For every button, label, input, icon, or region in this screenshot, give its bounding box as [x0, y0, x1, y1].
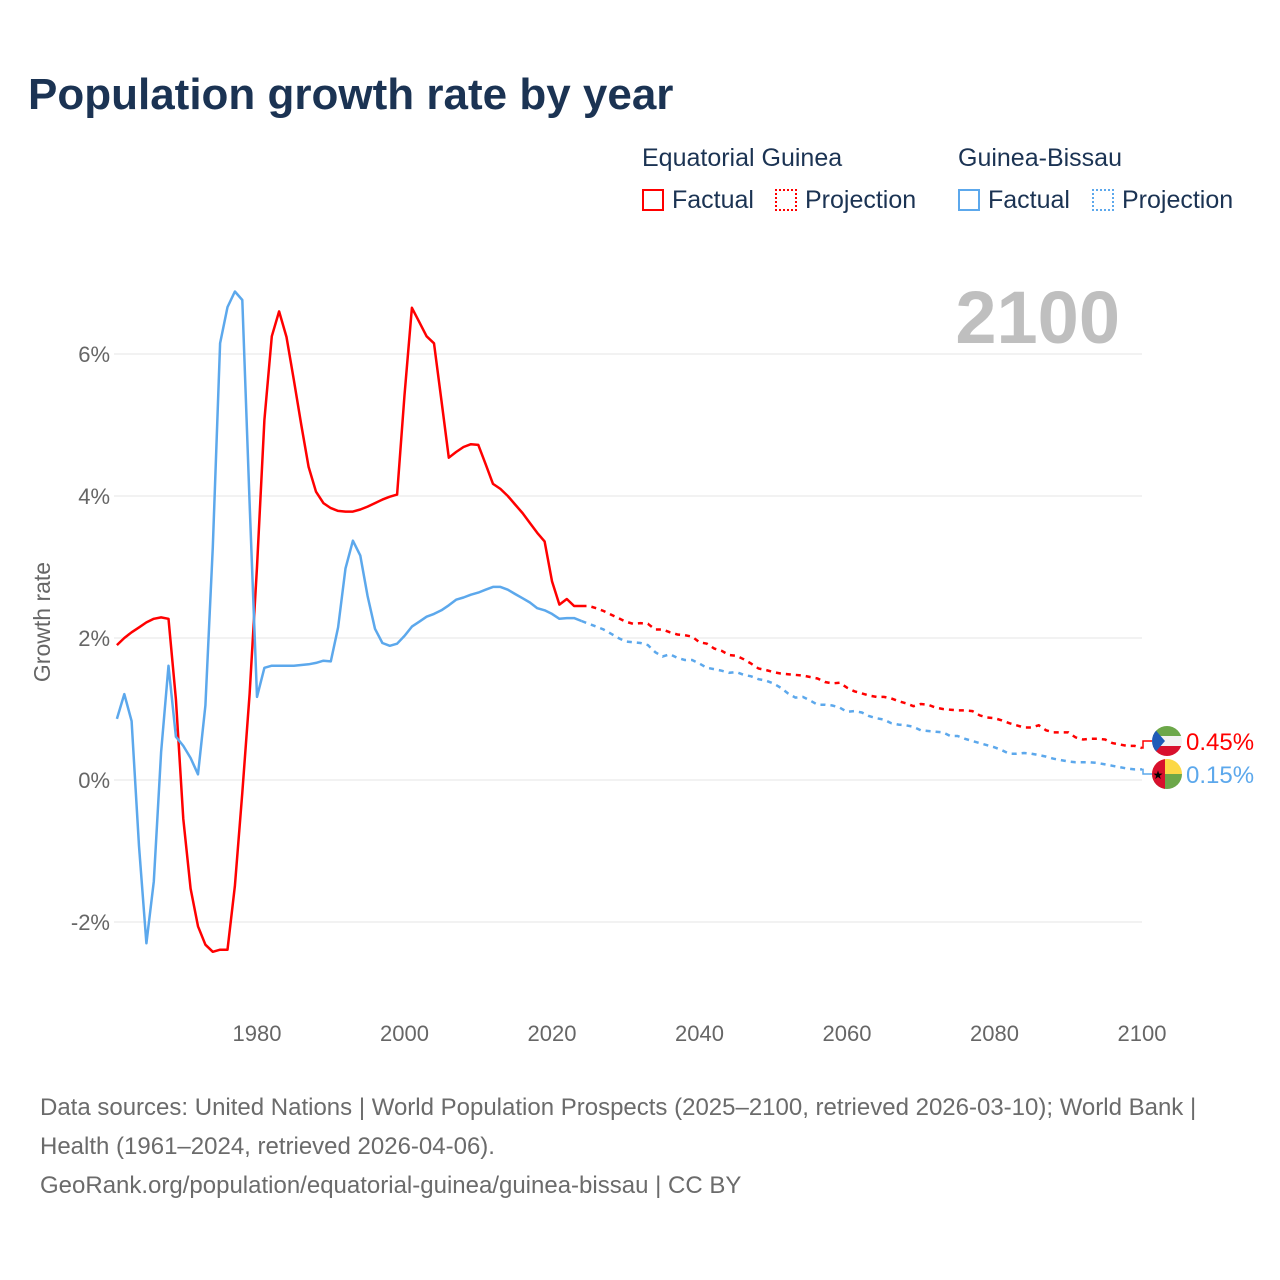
legend-label: Projection: [1122, 186, 1234, 214]
attribution-link[interactable]: GeoRank.org/population/equatorial-guinea…: [40, 1172, 742, 1199]
flag-stripe: [1152, 736, 1182, 746]
legend-swatch-dotted: [1092, 189, 1114, 211]
y-tick-label: 0%: [78, 768, 110, 793]
y-tick-label: 2%: [78, 626, 110, 651]
y-axis-label: Growth rate: [29, 562, 55, 682]
legend-swatch-dotted: [775, 189, 797, 211]
series-line-factual-1: [115, 290, 582, 945]
series-line-projection-1: [581, 619, 1142, 771]
footer: Data sources: United Nations | World Pop…: [40, 1088, 1240, 1205]
end-connector: [1142, 768, 1152, 775]
y-tick-label: 6%: [78, 342, 110, 367]
end-value-label: 0.15%: [1186, 762, 1254, 789]
flag-body: ★: [1152, 759, 1182, 789]
x-tick-label: 2020: [528, 1021, 577, 1046]
legend-group-equatorial-guinea-title: Equatorial Guinea: [642, 144, 843, 172]
flag-star: ★: [1153, 768, 1164, 782]
flag-stripe: [1152, 726, 1182, 736]
flag-triangle: [1152, 726, 1165, 756]
end-connector: [1142, 740, 1152, 749]
data-sources: Data sources: United Nations | World Pop…: [40, 1094, 1197, 1160]
y-tick-label: 4%: [78, 484, 110, 509]
legend-swatch-solid: [642, 189, 664, 211]
flag-body: [1152, 726, 1182, 756]
legend-group-guinea-bissau-title: Guinea-Bissau: [958, 144, 1122, 172]
end-value-label: 0.45%: [1186, 729, 1254, 756]
x-tick-label: 2080: [970, 1021, 1019, 1046]
legend-label: Projection: [805, 186, 917, 214]
x-tick-label: 1980: [233, 1021, 282, 1046]
flag-stripe: [1152, 746, 1182, 756]
current-year-display: 2100: [955, 276, 1120, 359]
flag-equatorial-guinea-icon: [1152, 726, 1182, 756]
chart-title: Population growth rate by year: [28, 70, 674, 119]
flag-stripe: [1152, 759, 1165, 789]
x-tick-label: 2000: [380, 1021, 429, 1046]
series-line-factual-0: [116, 306, 582, 954]
legend-swatch-solid: [958, 189, 980, 211]
legend-gb-projection[interactable]: Projection: [1092, 186, 1233, 215]
legend-eg-projection[interactable]: Projection: [775, 186, 916, 215]
legend-gb-factual[interactable]: Factual: [958, 186, 1070, 215]
x-tick-label: 2100: [1118, 1021, 1167, 1046]
legend-label: Factual: [988, 186, 1070, 214]
series-line-projection-0: [581, 604, 1143, 750]
x-tick-label: 2060: [823, 1021, 872, 1046]
flag-guinea-bissau-icon: ★: [1152, 759, 1182, 789]
legend-eg-factual[interactable]: Factual: [642, 186, 754, 215]
y-tick-label: -2%: [71, 910, 110, 935]
x-tick-label: 2040: [675, 1021, 724, 1046]
legend-label: Factual: [672, 186, 754, 214]
